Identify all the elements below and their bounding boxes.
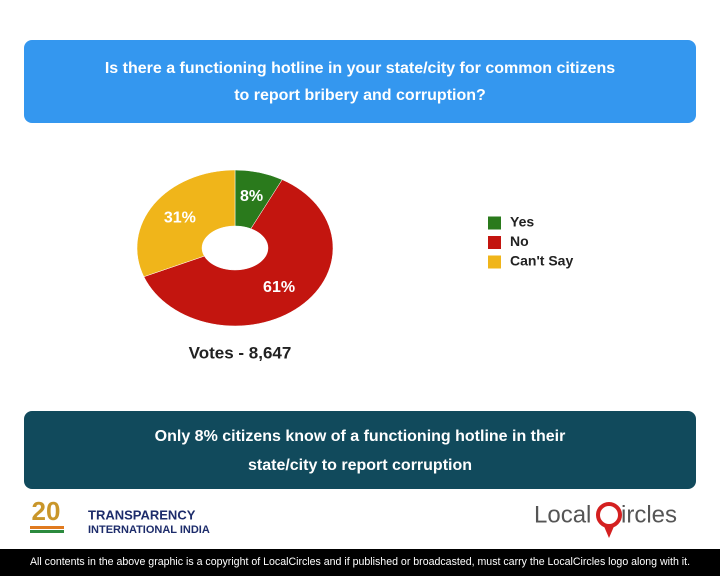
legend-swatch [488,255,501,269]
pie-slice [136,169,236,278]
question-line: Is there a functioning hotline in your s… [105,60,615,77]
legend-label: Can't Say [510,253,573,269]
logo-stripe [30,530,64,533]
votes-note: Votes - 8,647 [189,343,292,362]
localcircles-logo: Local ircles [534,501,677,538]
transparency-logo: 20 TRANSPARENCY INTERNATIONAL INDIA [30,496,210,536]
legend-swatch [488,216,501,230]
logo-pin [603,524,615,538]
conclusion-line: state/city to report corruption [248,457,472,474]
logo-stripe [30,526,64,529]
logo-text: TRANSPARENCY [88,507,196,522]
question-banner [24,40,696,123]
logo-text: INTERNATIONAL INDIA [88,524,210,536]
conclusion-line: Only 8% citizens know of a functioning h… [155,428,566,445]
footer-bar [0,549,720,576]
donut-chart: 8% 61% 31% Yes No Can't Say [136,169,573,327]
logo-text: Local [534,501,591,528]
pie-slice [143,179,334,327]
legend-label: Yes [510,214,534,230]
conclusion-banner [24,411,696,489]
legend-swatch [488,236,501,249]
footer-text: All contents in the above graphic is a c… [30,556,690,568]
legend-label: No [510,233,529,249]
question-line: to report bribery and corruption? [234,87,486,104]
data-label: 8% [240,188,263,205]
data-label: 31% [164,209,196,226]
data-label: 61% [263,279,295,296]
logo-text: ircles [621,501,677,528]
logo-badge: 20 [32,496,61,526]
